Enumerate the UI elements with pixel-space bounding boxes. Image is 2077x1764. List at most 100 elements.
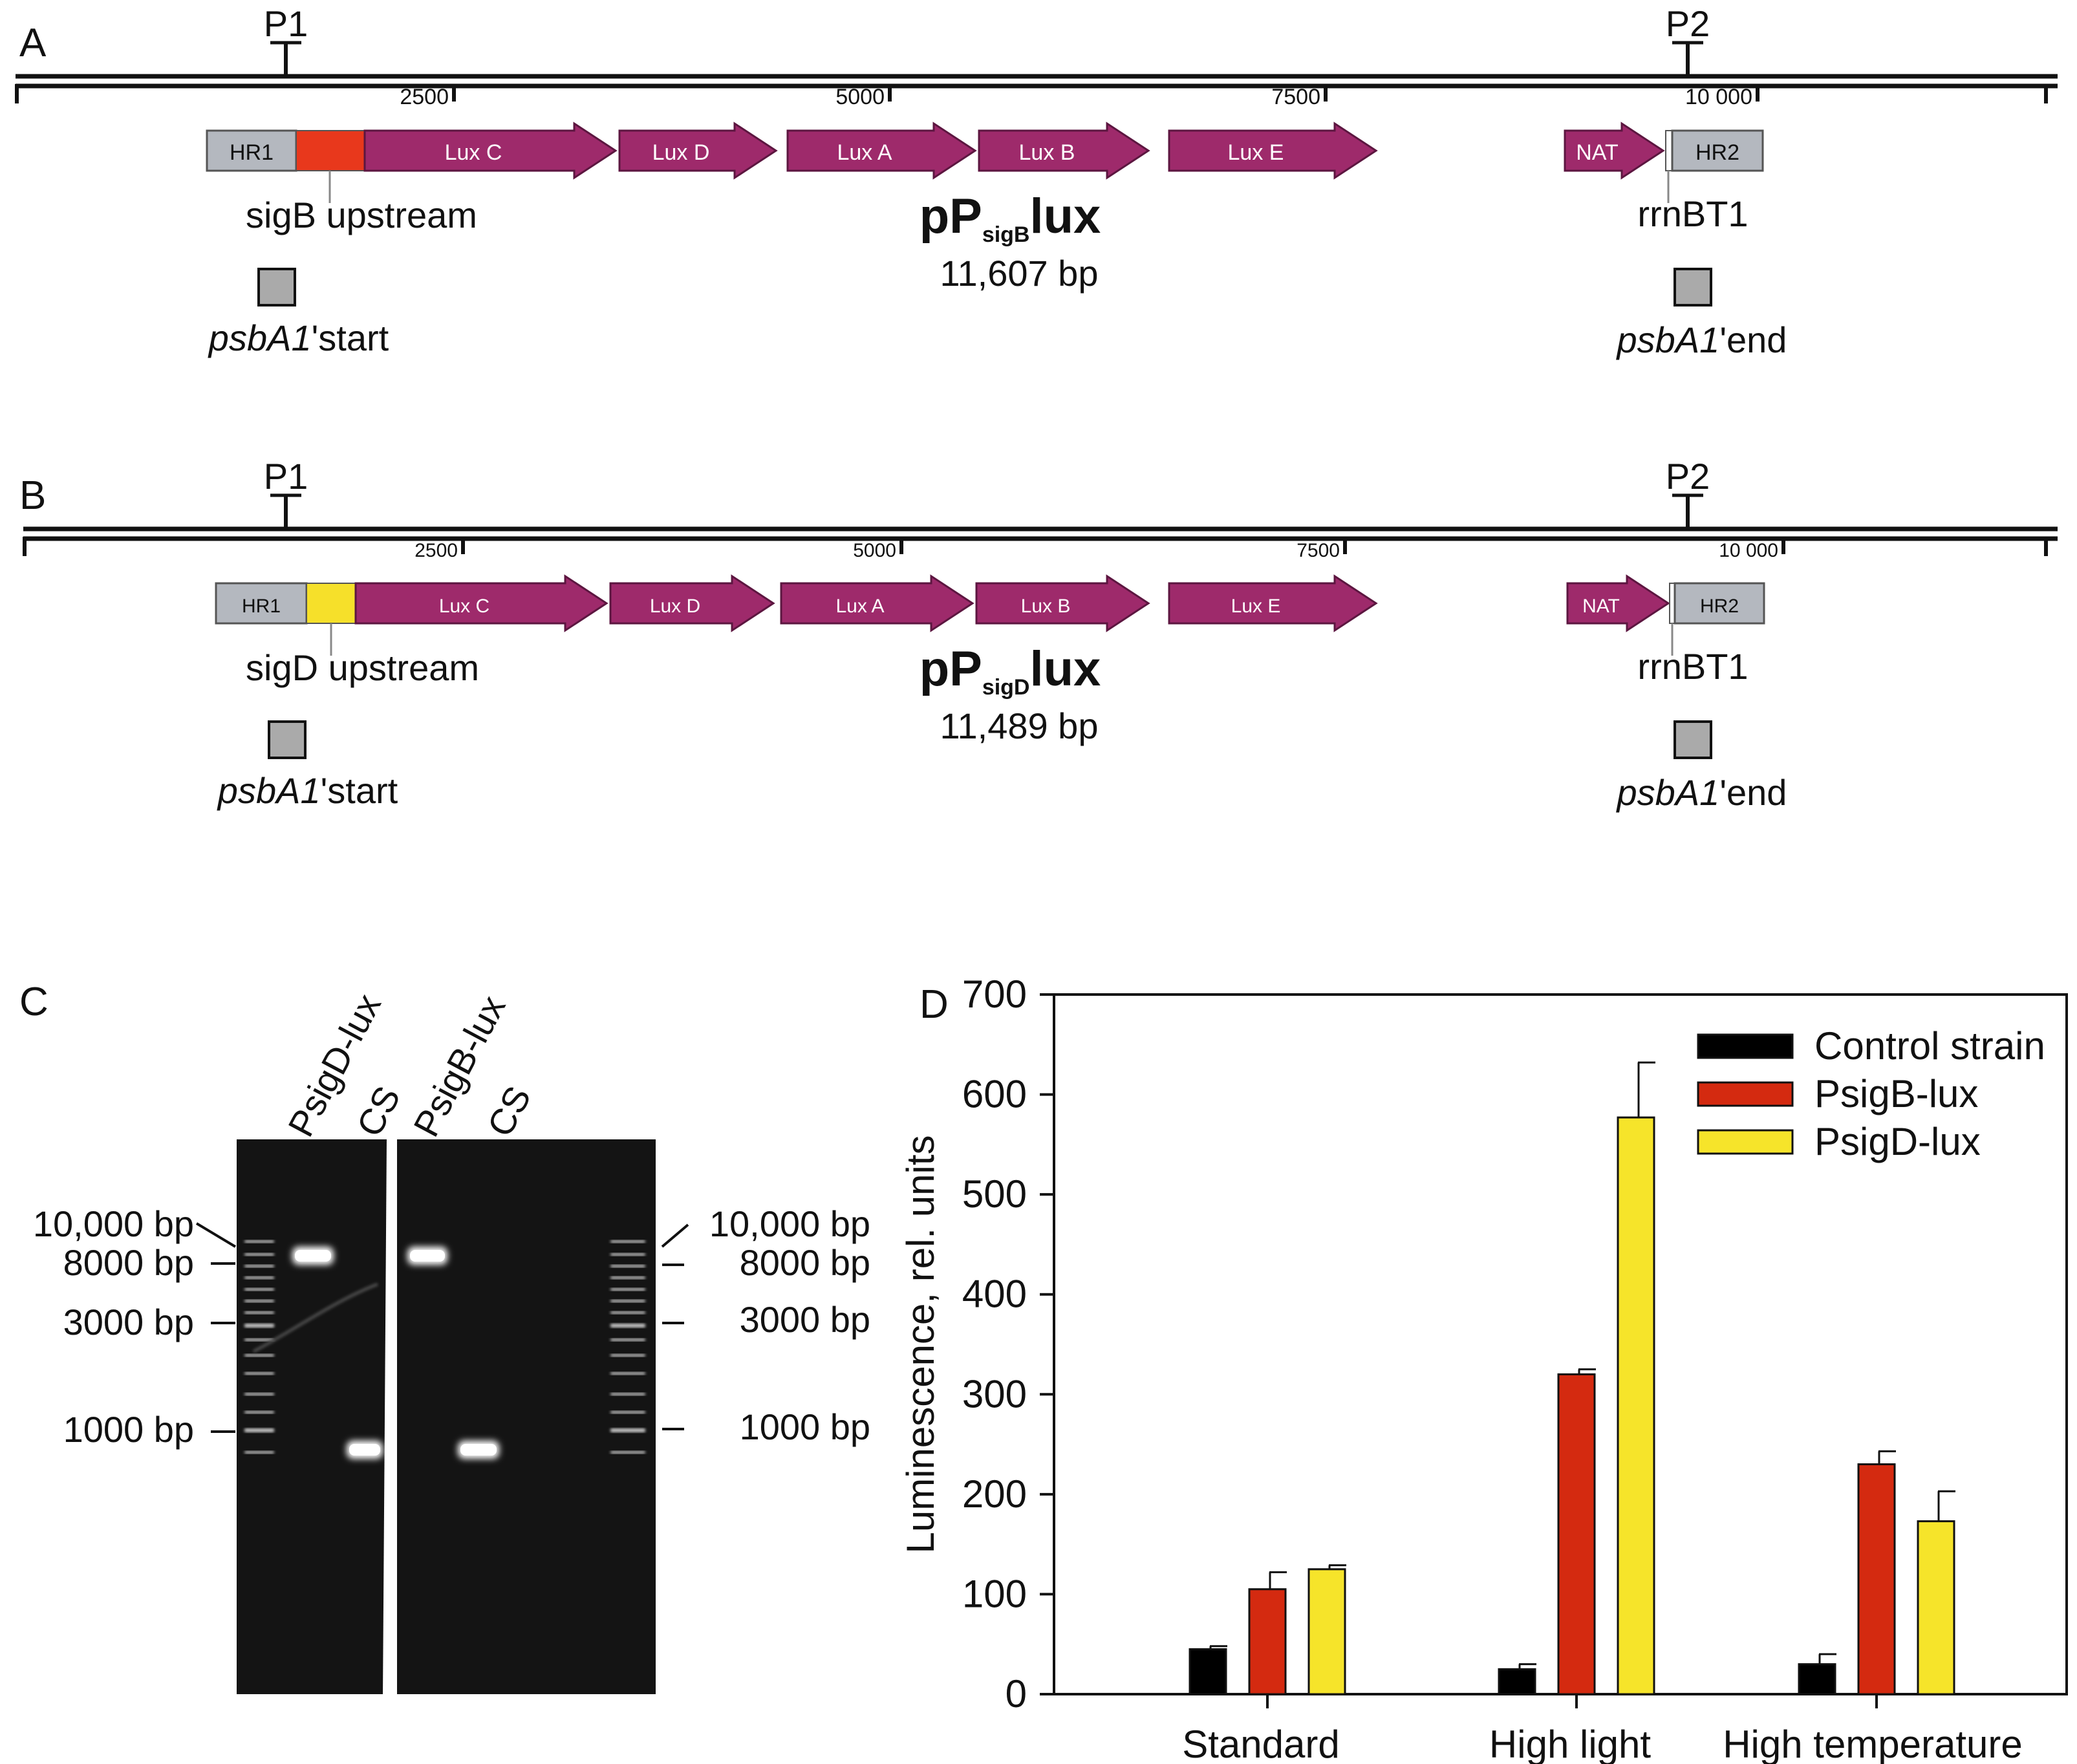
ladder-band [610,1451,645,1454]
gene-label: Lux C [439,596,490,617]
primer-label: P1 [264,456,308,497]
ladder-band [610,1311,645,1314]
marker-label-right: 10,000 bp [709,1203,870,1244]
hr2-box [1671,129,1764,172]
y-tick-label: 300 [962,1372,1027,1415]
bar-control-strain [1498,1668,1536,1695]
ladder-band [610,1411,645,1414]
nat-arrow [1566,574,1670,632]
bar-psigd-lux [1617,1116,1655,1695]
ladder-band [610,1253,645,1256]
gene-suffix: 'start [312,317,389,358]
ladder-band [610,1288,645,1291]
sample-band [295,1250,331,1262]
gene-label: Lux C [445,140,502,165]
plasmid-name-prefix: pP [920,641,982,696]
legend-swatch [1697,1129,1794,1155]
sample-band [460,1444,497,1456]
plasmid-name-prefix: pP [920,189,982,244]
promoter-box [296,130,365,171]
plasmid-name: pPsigBlux [920,189,1101,247]
psba1-end-marker [1673,268,1712,307]
ladder-band [610,1276,645,1279]
y-tick-label: 500 [962,1172,1027,1216]
lane-label: CS [349,1079,408,1143]
hr1-box [206,129,297,172]
primer-label: P2 [1666,3,1710,44]
panel-letter: D [920,982,949,1027]
y-tick-label: 0 [1006,1672,1027,1716]
y-tick-label: 100 [962,1572,1027,1615]
lux-e-arrow [1168,122,1378,180]
nat-arrow [1564,122,1665,180]
y-tick-label: 400 [962,1273,1027,1316]
bar-psigb-lux [1248,1588,1287,1695]
terminator-label: rrnBT1 [1637,193,1748,234]
panel-b-plasmid-map: B P1 P2 2500 5000 7500 10 000 HR1 Lux C Lux D Lux … [19,456,2058,813]
psba1-start-label: psbA1'start [217,770,398,811]
ladder-band [244,1265,274,1267]
ladder-band [610,1339,645,1341]
sample-band [349,1444,380,1456]
scale-tick-label: 2500 [400,85,449,109]
plasmid-name: pPsigDlux [920,641,1101,700]
gene-label: Lux A [837,140,892,165]
gene-label: Lux E [1231,596,1281,617]
ladder-band [244,1324,274,1328]
legend-label: PsigB-lux [1814,1072,1978,1115]
promoter-box [306,583,356,624]
scale-tick-label: 7500 [1271,85,1320,109]
gene-suffix: 'end [1719,319,1787,360]
marker-label-left: 8000 bp [63,1242,194,1283]
legend-label: Control strain [1814,1024,2045,1068]
legend-label: PsigD-lux [1814,1120,1981,1163]
panel-letter: B [19,473,46,518]
bar-control-strain [1798,1663,1836,1695]
lux-e-arrow [1168,574,1378,632]
marker-label-left: 1000 bp [63,1409,194,1450]
plasmid-name-suffix: lux [1030,189,1101,244]
primer-label: P2 [1666,456,1710,497]
ladder-band [244,1411,274,1414]
gel-right-half [397,1139,656,1694]
scale-tick-label: 10 000 [1719,540,1778,561]
ladder-band [244,1393,274,1395]
gel-left-half [237,1139,387,1694]
x-tick-label: High temperature [1723,1723,2023,1764]
lux-c-arrow [354,574,608,632]
bar-psigb-lux [1857,1463,1896,1695]
panel-letter: C [19,980,48,1024]
scale-tick-label: 10 000 [1685,85,1752,109]
ladder-band [610,1428,645,1432]
gene-label: NAT [1582,596,1620,617]
ladder-band [610,1372,645,1375]
ladder-band [610,1393,645,1395]
legend-swatch [1697,1081,1794,1107]
gene-italic: psbA1 [1616,772,1720,813]
scale-tick-label: 7500 [1297,540,1340,561]
lux-d-arrow [618,122,778,180]
ladder-band [244,1372,274,1375]
hr2-box [1673,582,1765,625]
marker-tick-right [661,1223,689,1248]
gene-label: Lux E [1228,140,1284,165]
psba1-end-marker [1673,720,1712,759]
bar-psigb-lux [1557,1373,1596,1695]
marker-tick-left [195,1222,237,1248]
ladder-band [244,1339,274,1341]
scale-tick-label: 5000 [835,85,885,109]
hr1-box [215,582,308,625]
gene-label: Lux A [835,596,884,617]
ladder-band [244,1428,274,1432]
marker-label-left: 10,000 bp [33,1203,194,1244]
ladder-band [244,1288,274,1291]
gel-smear [252,1282,378,1353]
lane-label: CS [479,1079,539,1143]
gene-italic: psbA1 [217,770,321,811]
ladder-band [244,1354,274,1357]
y-tick-label: 600 [962,1073,1027,1116]
primer-label: P1 [264,3,308,44]
lux-a-arrow [786,122,977,180]
